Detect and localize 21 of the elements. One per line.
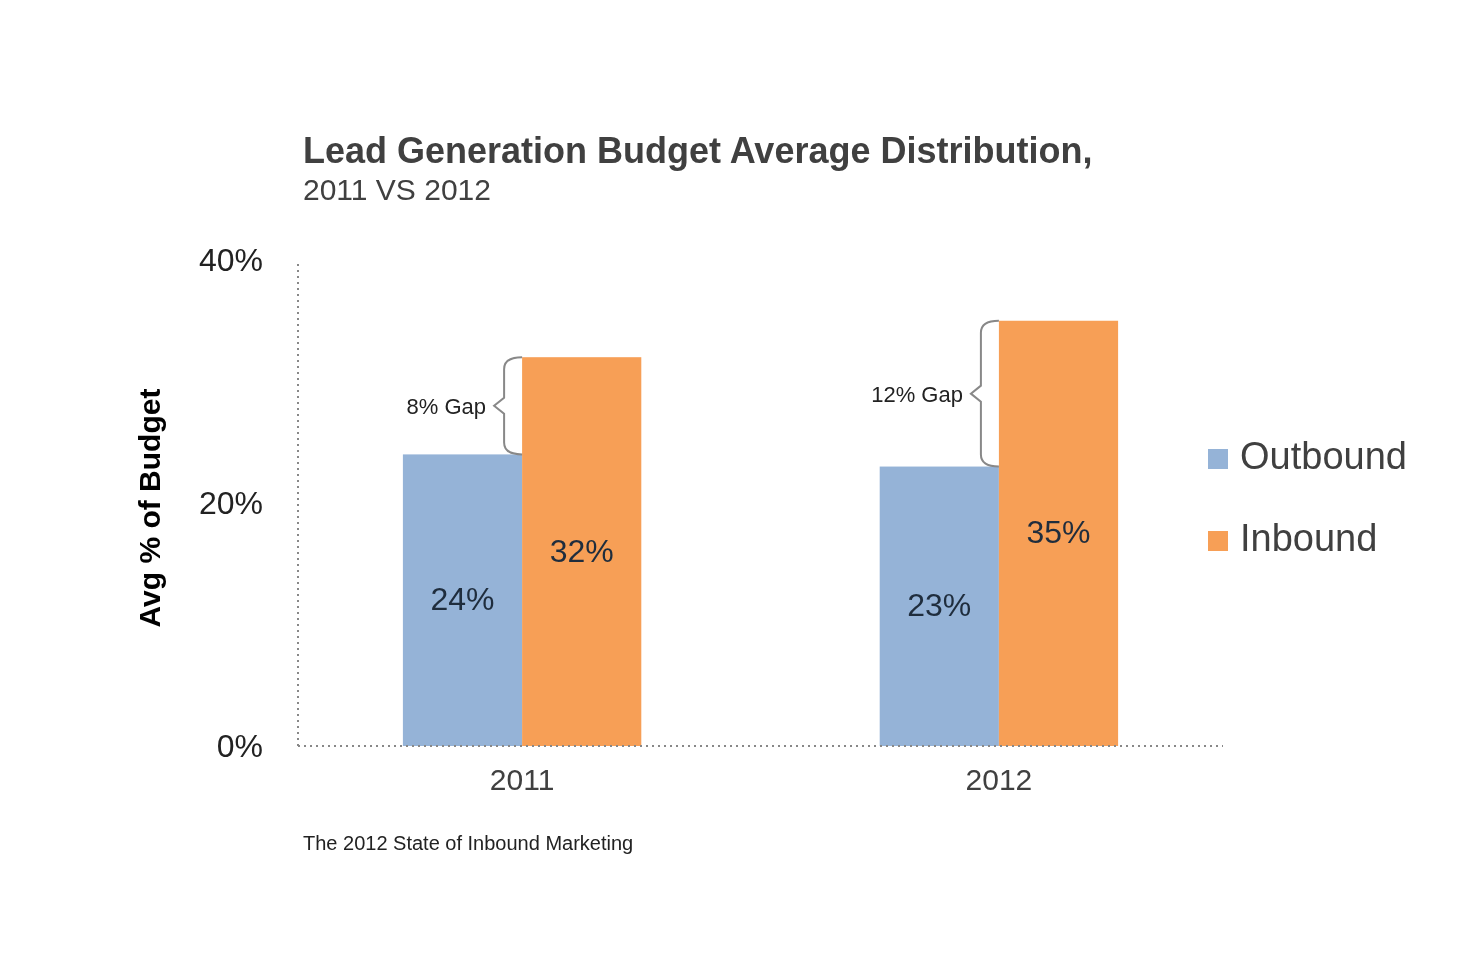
x-tick-label: 2011 xyxy=(489,763,555,796)
chart-subtitle: 2011 VS 2012 xyxy=(303,173,491,206)
chart-title: Lead Generation Budget Average Distribution, xyxy=(303,130,1093,171)
bar xyxy=(402,454,523,746)
bar xyxy=(998,320,1119,746)
legend-label: Outbound xyxy=(1240,435,1407,477)
annotation: 8% Gap xyxy=(406,393,487,419)
bar xyxy=(879,466,999,746)
y-tick-label: 0% xyxy=(216,728,263,764)
legend-label: Inbound xyxy=(1240,517,1378,559)
data-label: 23% xyxy=(907,587,972,624)
data-label: 32% xyxy=(549,532,614,569)
data-label: 35% xyxy=(1026,514,1091,551)
y-tick-label: 40% xyxy=(198,242,263,278)
y-axis-title: Avg % of Budget xyxy=(133,388,166,628)
text: The 2012 State of Inbound Marketing xyxy=(303,832,634,854)
data-label: 24% xyxy=(430,581,495,618)
bar xyxy=(522,357,642,746)
x-tick-label: 2012 xyxy=(965,763,1033,796)
annotation: 12% Gap xyxy=(871,381,963,407)
y-tick-label: 20% xyxy=(198,485,263,521)
